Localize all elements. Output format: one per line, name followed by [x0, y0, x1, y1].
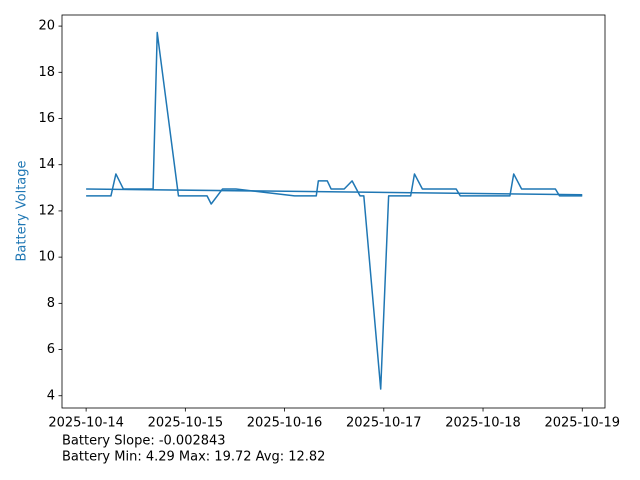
- x-tick-label: 2025-10-19: [544, 416, 620, 431]
- annotation: Battery Slope: -0.002843: [62, 434, 226, 449]
- y-tick-label: 8: [47, 296, 55, 311]
- x-tick-label: 2025-10-17: [346, 416, 422, 431]
- x-tick-label: 2025-10-15: [148, 416, 224, 431]
- y-tick-label: 18: [38, 65, 55, 80]
- y-tick-label: 16: [38, 111, 55, 126]
- plot-frame: [61, 14, 606, 409]
- y-axis-label: Battery Voltage: [15, 160, 30, 261]
- y-tick-label: 14: [38, 157, 55, 172]
- annotation: Battery Min: 4.29 Max: 19.72 Avg: 12.82: [62, 450, 325, 465]
- x-tick-label: 2025-10-16: [247, 416, 323, 431]
- y-tick-label: 4: [47, 388, 55, 403]
- y-tick-label: 20: [38, 19, 55, 34]
- line: [86, 188, 583, 196]
- y-tick-label: 12: [38, 203, 55, 218]
- x-tick-label: 2025-10-18: [445, 416, 521, 431]
- y-tick-label: 10: [38, 250, 55, 265]
- x-tick-label: 2025-10-14: [48, 416, 124, 431]
- y-tick-label: 6: [47, 342, 55, 357]
- line: [86, 31, 583, 390]
